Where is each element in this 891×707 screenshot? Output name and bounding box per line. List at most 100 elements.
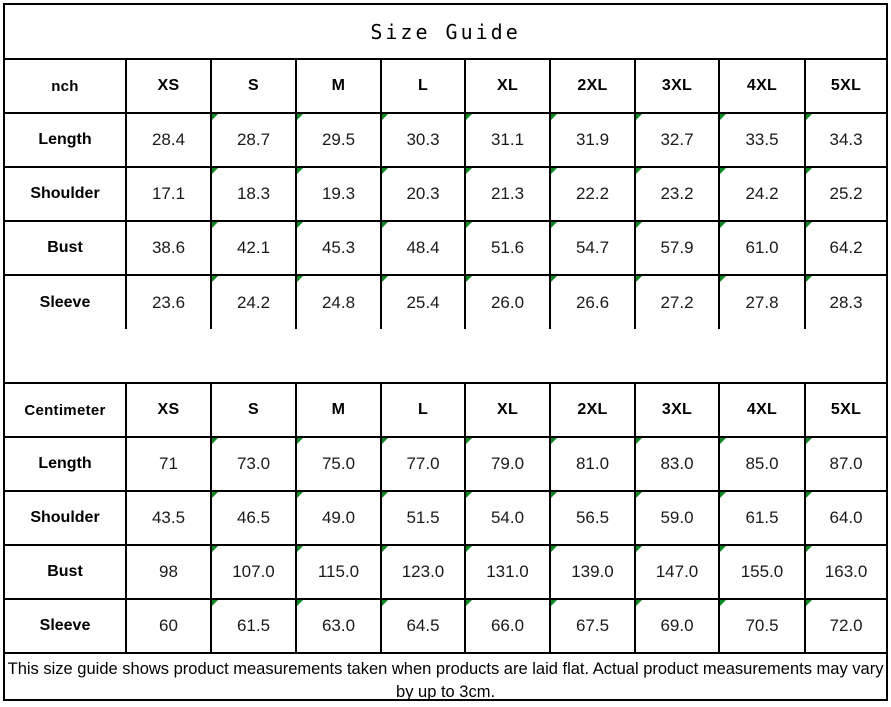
cell-shoulder-s-inch: 18.3	[211, 167, 297, 222]
cell-length-xl-cm: 79.0	[465, 437, 551, 492]
cell-length-5xl-inch: 34.3	[805, 113, 887, 168]
cell-bust-2xl-cm: 139.0	[550, 545, 636, 600]
measure-label-sleeve-cm: Sleeve	[5, 599, 127, 653]
cell-shoulder-xl-cm: 54.0	[465, 491, 551, 546]
size-header-xs-cm: XS	[126, 382, 212, 438]
size-header-s-cm: S	[211, 382, 297, 438]
cell-length-xl-inch: 31.1	[465, 113, 551, 168]
cell-shoulder-4xl-inch: 24.2	[719, 167, 806, 222]
size-header-5xl-cm: 5XL	[805, 382, 887, 438]
cell-bust-3xl-inch: 57.9	[635, 221, 720, 276]
cm-header-row: Centimeter XS S M L XL 2XL 3XL 4XL 5XL	[5, 382, 887, 438]
table-row: Length 28.4 28.7 29.5 30.3 31.1 31.9 32.…	[5, 113, 887, 168]
size-header-4xl-cm: 4XL	[719, 382, 806, 438]
cell-sleeve-s-inch: 24.2	[211, 275, 297, 329]
cell-length-2xl-inch: 31.9	[550, 113, 636, 168]
table-separator-row	[5, 329, 887, 384]
cell-bust-3xl-cm: 147.0	[635, 545, 720, 600]
table-row: Shoulder 43.5 46.5 49.0 51.5 54.0 56.5 5…	[5, 491, 887, 546]
cell-bust-xl-cm: 131.0	[465, 545, 551, 600]
cell-bust-m-inch: 45.3	[296, 221, 382, 276]
cell-sleeve-l-inch: 25.4	[381, 275, 466, 329]
cell-shoulder-3xl-inch: 23.2	[635, 167, 720, 222]
size-header-2xl-cm: 2XL	[550, 382, 636, 438]
cell-shoulder-2xl-cm: 56.5	[550, 491, 636, 546]
cell-bust-s-cm: 107.0	[211, 545, 297, 600]
cell-shoulder-2xl-inch: 22.2	[550, 167, 636, 222]
cell-bust-5xl-inch: 64.2	[805, 221, 887, 276]
cell-sleeve-3xl-cm: 69.0	[635, 599, 720, 653]
cell-sleeve-xl-cm: 66.0	[465, 599, 551, 653]
cell-sleeve-m-inch: 24.8	[296, 275, 382, 329]
cell-length-m-cm: 75.0	[296, 437, 382, 492]
size-header-xl: XL	[465, 58, 551, 114]
unit-label-centimeter: Centimeter	[5, 382, 127, 438]
size-guide-table: Size Guide nch XS S M L XL 2XL 3XL 4XL 5…	[5, 5, 887, 707]
cell-sleeve-s-cm: 61.5	[211, 599, 297, 653]
table-row: Bust 98 107.0 115.0 123.0 131.0 139.0 14…	[5, 545, 887, 600]
cell-sleeve-3xl-inch: 27.2	[635, 275, 720, 329]
cell-shoulder-m-inch: 19.3	[296, 167, 382, 222]
cell-length-3xl-inch: 32.7	[635, 113, 720, 168]
cell-length-l-cm: 77.0	[381, 437, 466, 492]
table-row: Sleeve 23.6 24.2 24.8 25.4 26.0 26.6 27.…	[5, 275, 886, 329]
measure-label-shoulder-inch: Shoulder	[5, 167, 127, 222]
measure-label-bust-inch: Bust	[5, 221, 127, 276]
cell-sleeve-l-cm: 64.5	[381, 599, 466, 653]
table-row: Sleeve 60 61.5 63.0 64.5 66.0 67.5 69.0 …	[5, 599, 886, 653]
cell-sleeve-m-cm: 63.0	[296, 599, 382, 653]
measure-label-shoulder-cm: Shoulder	[5, 491, 127, 546]
cell-sleeve-4xl-cm: 70.5	[719, 599, 806, 653]
size-header-xs: XS	[126, 58, 212, 114]
measure-label-length-cm: Length	[5, 437, 127, 492]
table-separator	[5, 329, 887, 384]
cell-bust-2xl-inch: 54.7	[550, 221, 636, 276]
inch-header-row: nch XS S M L XL 2XL 3XL 4XL 5XL	[5, 58, 887, 114]
footer-note-row: This size guide shows product measuremen…	[5, 652, 887, 707]
size-guide-sheet: Size Guide nch XS S M L XL 2XL 3XL 4XL 5…	[3, 3, 888, 707]
size-header-l-cm: L	[381, 382, 466, 438]
cell-length-2xl-cm: 81.0	[550, 437, 636, 492]
cell-length-3xl-cm: 83.0	[635, 437, 720, 492]
table-row: Bust 38.6 42.1 45.3 48.4 51.6 54.7 57.9 …	[5, 221, 887, 276]
unit-label-inch: nch	[5, 58, 127, 114]
cell-shoulder-xs-cm: 43.5	[126, 491, 212, 546]
cell-bust-xs-cm: 98	[126, 545, 212, 600]
cell-bust-4xl-cm: 155.0	[719, 545, 806, 600]
cell-shoulder-3xl-cm: 59.0	[635, 491, 720, 546]
cell-shoulder-xl-inch: 21.3	[465, 167, 551, 222]
cell-shoulder-5xl-inch: 25.2	[805, 167, 887, 222]
measure-label-length-inch: Length	[5, 113, 127, 168]
cell-shoulder-l-inch: 20.3	[381, 167, 466, 222]
measure-label-sleeve-inch: Sleeve	[5, 275, 127, 329]
cell-sleeve-2xl-inch: 26.6	[550, 275, 636, 329]
size-header-3xl-cm: 3XL	[635, 382, 720, 438]
cell-shoulder-xs-inch: 17.1	[126, 167, 212, 222]
size-header-m: M	[296, 58, 382, 114]
cell-sleeve-2xl-cm: 67.5	[550, 599, 636, 653]
cell-sleeve-xl-inch: 26.0	[465, 275, 551, 329]
size-header-l: L	[381, 58, 466, 114]
cell-shoulder-5xl-cm: 64.0	[805, 491, 887, 546]
cell-length-s-cm: 73.0	[211, 437, 297, 492]
cell-bust-xl-inch: 51.6	[465, 221, 551, 276]
size-header-s: S	[211, 58, 297, 114]
cell-length-l-inch: 30.3	[381, 113, 466, 168]
cell-bust-s-inch: 42.1	[211, 221, 297, 276]
cell-length-s-inch: 28.7	[211, 113, 297, 168]
cell-length-m-inch: 29.5	[296, 113, 382, 168]
cell-shoulder-4xl-cm: 61.5	[719, 491, 806, 546]
cell-bust-m-cm: 115.0	[296, 545, 382, 600]
cell-length-xs-inch: 28.4	[126, 113, 212, 168]
table-row: Length 71 73.0 75.0 77.0 79.0 81.0 83.0 …	[5, 437, 887, 492]
title-row: Size Guide	[5, 5, 887, 60]
cell-bust-l-inch: 48.4	[381, 221, 466, 276]
size-header-5xl: 5XL	[805, 58, 887, 114]
cell-sleeve-5xl-cm: 72.0	[805, 599, 886, 653]
cell-length-4xl-inch: 33.5	[719, 113, 806, 168]
cell-bust-xs-inch: 38.6	[126, 221, 212, 276]
measure-label-bust-cm: Bust	[5, 545, 127, 600]
cell-sleeve-xs-inch: 23.6	[126, 275, 212, 329]
cell-length-5xl-cm: 87.0	[805, 437, 887, 492]
cell-bust-l-cm: 123.0	[381, 545, 466, 600]
